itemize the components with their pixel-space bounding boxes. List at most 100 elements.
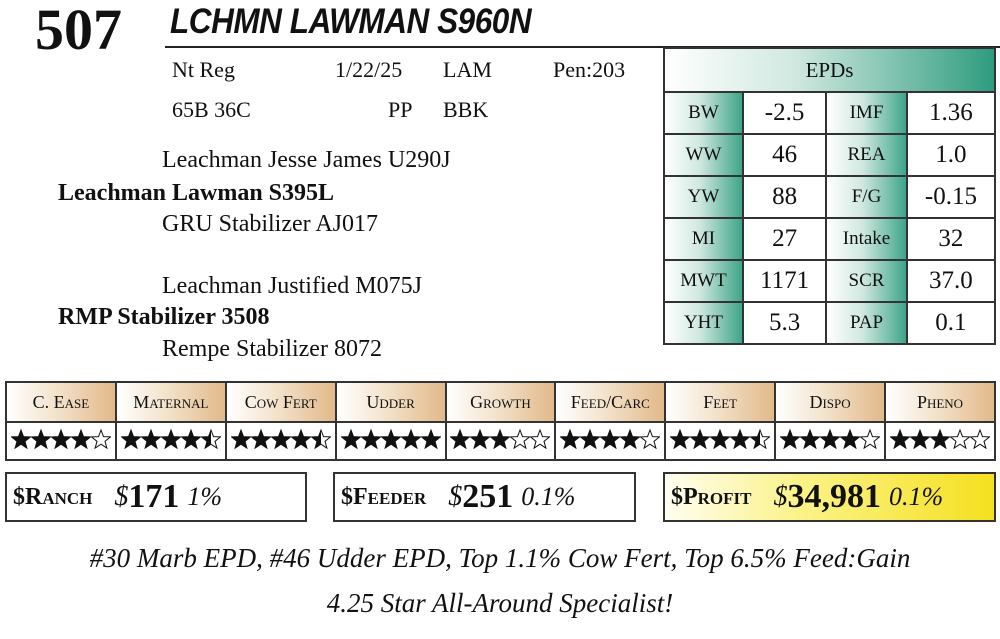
star xyxy=(529,428,552,449)
star xyxy=(449,428,472,449)
star xyxy=(509,428,532,449)
star xyxy=(50,428,72,449)
star xyxy=(579,428,602,449)
epd-label: PAP xyxy=(825,301,908,345)
epd-title: EPDs xyxy=(663,47,996,93)
index-box: $Profit $34,981 0.1% xyxy=(663,472,996,522)
rating-category: Maternal xyxy=(114,381,227,423)
index-currency: $ xyxy=(448,481,463,512)
star xyxy=(339,428,362,449)
index-percentile: 0.1% xyxy=(889,482,944,511)
epd-label: SCR xyxy=(825,259,908,303)
star xyxy=(469,428,492,449)
star xyxy=(419,428,442,449)
star xyxy=(839,428,861,449)
star xyxy=(949,428,971,449)
info: BBK xyxy=(443,97,489,122)
star xyxy=(90,428,112,449)
index-percentile: 0.1% xyxy=(521,482,576,511)
rating-cell xyxy=(444,421,557,461)
rating-cell xyxy=(224,421,337,461)
epd-label: F/G xyxy=(825,175,908,219)
star xyxy=(269,428,292,449)
star xyxy=(399,428,422,449)
epd-label: REA xyxy=(825,133,908,177)
star xyxy=(749,428,772,449)
star xyxy=(969,428,991,449)
index-box: $Feeder $251 0.1% xyxy=(333,472,636,522)
star-rating xyxy=(339,428,442,449)
star xyxy=(199,428,222,449)
epd-row: MWT 1171 SCR 37.0 xyxy=(663,259,997,303)
star xyxy=(159,428,182,449)
star xyxy=(619,428,642,449)
star xyxy=(229,428,252,449)
index-label: $Profit xyxy=(671,483,752,510)
star xyxy=(489,428,512,449)
rating-cell xyxy=(114,421,227,461)
epd-label: IMF xyxy=(825,91,908,135)
rating-category: Dispo xyxy=(774,381,886,423)
epd-label: YW xyxy=(663,175,744,219)
rating-category: Cow Fert xyxy=(224,381,337,423)
index-percentile: 1% xyxy=(187,482,223,511)
index-box: $Ranch $171 1% xyxy=(5,472,307,522)
epd-row: WW 46 REA 1.0 xyxy=(663,133,997,177)
info: Pen:203 xyxy=(553,57,626,82)
epd-value: 32 xyxy=(905,217,997,261)
star-rating xyxy=(669,428,772,449)
star xyxy=(359,428,382,449)
animal-name: LCHMN LAWMAN S960N xyxy=(170,2,532,41)
star xyxy=(709,428,732,449)
star-rating xyxy=(559,428,662,449)
epd-value: -2.5 xyxy=(741,91,828,135)
rating-cell xyxy=(774,421,886,461)
star xyxy=(139,428,162,449)
header-rule xyxy=(165,46,1000,48)
star xyxy=(119,428,142,449)
index-currency: $ xyxy=(114,481,129,512)
epd-row: BW -2.5 IMF 1.36 xyxy=(663,91,997,135)
star xyxy=(859,428,881,449)
star-rating xyxy=(449,428,552,449)
rating-category: C. Ease xyxy=(5,381,117,423)
star xyxy=(70,428,92,449)
index-label: $Feeder xyxy=(341,483,427,510)
star xyxy=(729,428,752,449)
pedigree: GRU Stabilizer AJ017 xyxy=(162,211,378,237)
star xyxy=(689,428,712,449)
rating-cell xyxy=(664,421,777,461)
epd-row: YHT 5.3 PAP 0.1 xyxy=(663,301,997,345)
index-currency: $ xyxy=(773,481,788,512)
epd-row: MI 27 Intake 32 xyxy=(663,217,997,261)
lot-number: 507 xyxy=(35,0,122,62)
star xyxy=(639,428,662,449)
rating-cell xyxy=(884,421,996,461)
rating-category: Growth xyxy=(444,381,557,423)
star-rating xyxy=(779,428,881,449)
star xyxy=(799,428,821,449)
star xyxy=(889,428,911,449)
star-rating xyxy=(889,428,991,449)
star xyxy=(779,428,801,449)
footnote: #30 Marb EPD, #46 Udder EPD, Top 1.1% Co… xyxy=(89,543,911,573)
ratings-table: C. Ease Maternal Cow Fert Udder Growth Feed/C… xyxy=(5,381,996,461)
pedigree: Leachman Jesse James U290J xyxy=(162,147,451,173)
epd-row: YW 88 F/G -0.15 xyxy=(663,175,997,219)
epd-label: MWT xyxy=(663,259,744,303)
epd-value: -0.15 xyxy=(905,175,997,219)
star xyxy=(179,428,202,449)
epd-label: WW xyxy=(663,133,744,177)
star xyxy=(379,428,402,449)
epd-label: YHT xyxy=(663,301,744,345)
star xyxy=(599,428,622,449)
star xyxy=(669,428,692,449)
rating-cell xyxy=(334,421,447,461)
epd-value: 0.1 xyxy=(905,301,997,345)
star xyxy=(819,428,841,449)
rating-category: Pheno xyxy=(884,381,996,423)
star xyxy=(309,428,332,449)
star xyxy=(10,428,32,449)
index-value: 171 xyxy=(128,478,180,515)
